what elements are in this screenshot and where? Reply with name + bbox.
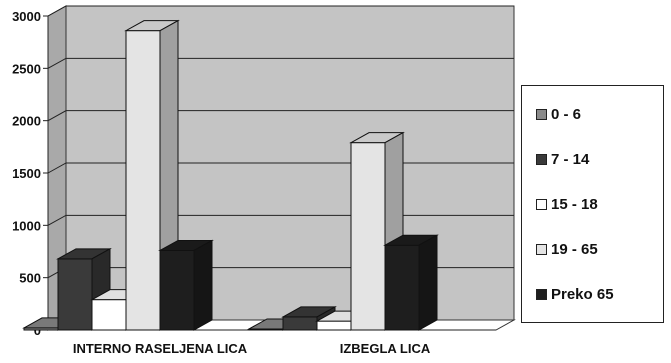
bar-1-2 [316,320,352,331]
y-tick-label: 2500 [12,61,41,76]
bar-1-4 [384,244,420,331]
bar-1-1 [282,316,318,331]
y-tick-label: 3000 [12,9,41,24]
gridline [47,110,514,122]
legend-label-1: 7 - 14 [551,150,590,168]
legend-item-0: 0 - 6 [536,104,581,124]
bar-0-1 [57,258,93,331]
legend-label-4: Preko 65 [551,285,614,303]
y-tick-label: 1000 [12,218,41,233]
legend-swatch-3 [536,243,547,255]
legend-label-0: 0 - 6 [551,105,582,123]
bar-side-0-4 [193,239,213,331]
bar-1-3 [350,142,386,331]
gridline [47,5,514,17]
chart-legend: 0 - 6 7 - 14 15 - 18 19 - 65 Preko 65 [521,85,664,323]
x-tick-label: IZBEGLA LICA [340,341,431,356]
legend-swatch-0 [536,108,547,120]
legend-swatch-2 [536,198,547,210]
legend-item-1: 7 - 14 [536,149,589,169]
legend-item-2: 15 - 18 [536,194,598,214]
y-tick-label: 2000 [12,114,41,129]
x-tick-label: INTERNO RASELJENA LICA [73,341,248,356]
bar-0-3 [125,30,161,331]
bar-0-4 [159,249,195,331]
bar-side-1-4 [418,234,438,331]
bar-0-2 [91,299,127,331]
legend-swatch-4 [536,288,547,300]
y-tick-label: 1500 [12,166,41,181]
legend-swatch-1 [536,153,547,165]
y-tick-label: 500 [19,271,41,286]
legend-label-2: 15 - 18 [551,195,598,213]
gridline [47,57,514,69]
legend-item-3: 19 - 65 [536,239,598,259]
legend-label-3: 19 - 65 [551,240,598,258]
legend-item-4: Preko 65 [536,284,614,304]
